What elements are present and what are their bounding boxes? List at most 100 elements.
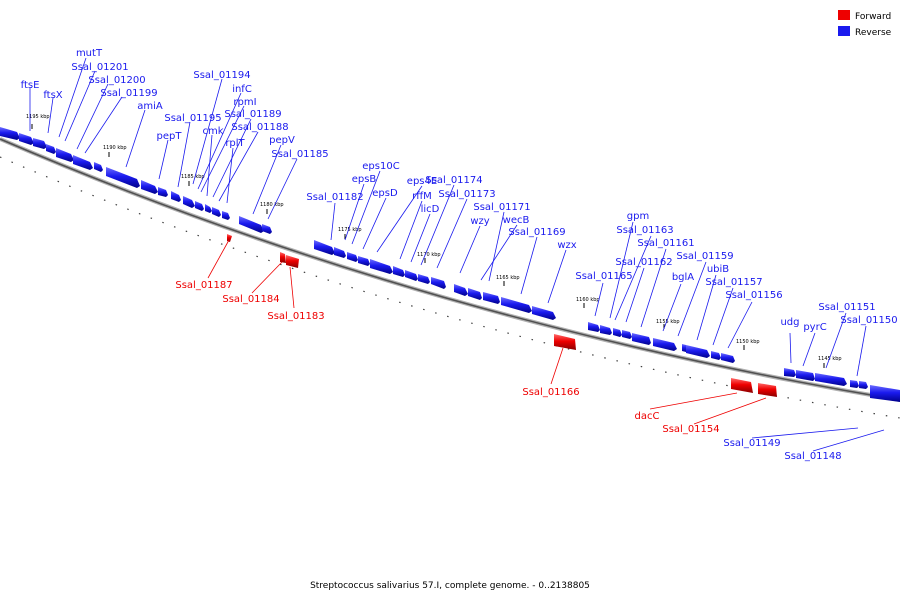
gene-Ssal_01165[interactable] (588, 322, 600, 332)
gene-label[interactable]: Ssal_01182 (306, 192, 363, 203)
gene-wecB[interactable] (468, 288, 482, 300)
gene-label[interactable]: Ssal_01199 (100, 88, 157, 99)
gene-Ssal_01171[interactable] (483, 292, 500, 304)
gene-Ssal_01156[interactable] (721, 353, 735, 363)
gene-label[interactable]: Ssal_01148 (784, 451, 841, 462)
gene-label[interactable]: Ssal_01173 (438, 189, 495, 200)
gene-amiA[interactable] (94, 162, 103, 172)
gene-label[interactable]: Ssal_01163 (616, 225, 673, 236)
gene-epsB[interactable] (347, 252, 358, 262)
gene-ubiB[interactable] (686, 345, 710, 358)
gene-label[interactable]: Ssal_01157 (705, 277, 762, 288)
gene-label[interactable]: pepT (157, 131, 183, 142)
gene-label[interactable]: udg (780, 317, 799, 328)
gene-label[interactable]: Ssal_01183 (267, 311, 324, 322)
gene-label[interactable]: Ssal_01161 (637, 238, 694, 249)
gene-label[interactable]: Ssal_01194 (193, 70, 250, 81)
gene-label[interactable]: ubiB (707, 264, 729, 275)
gene-label[interactable]: Ssal_01174 (425, 175, 482, 186)
gene-label[interactable]: wzx (557, 240, 576, 251)
gene-label[interactable]: eps10C (362, 161, 399, 172)
gene-label[interactable]: mutT (76, 48, 103, 59)
gene-Ssal_01157[interactable] (711, 351, 721, 360)
gene-Ssal_01199[interactable] (73, 155, 93, 170)
gene-ftsE[interactable] (0, 127, 20, 140)
gene-Ssal_01173[interactable] (431, 277, 446, 289)
gene-label[interactable]: Ssal_01169 (508, 227, 565, 238)
gene-label[interactable]: Ssal_01166 (522, 387, 579, 398)
gene-label[interactable]: eps4E (407, 176, 437, 187)
gene-label[interactable]: rpmI (233, 97, 256, 108)
gene-label[interactable]: Ssal_01159 (676, 251, 733, 262)
gene-label[interactable]: Ssal_01187 (175, 280, 232, 291)
gene-label[interactable]: epsB (352, 174, 377, 185)
gene-label[interactable]: Ssal_01195 (164, 113, 221, 124)
gene-label[interactable]: ftsE (21, 80, 40, 91)
gene-label[interactable]: licD (421, 204, 440, 215)
gene-mutT[interactable] (33, 138, 47, 149)
gene-cmk[interactable] (212, 207, 221, 217)
gene-Ssal_01169[interactable] (501, 297, 532, 313)
gene-label[interactable]: Ssal_01201 (71, 62, 128, 73)
gene-label[interactable]: pepV (269, 135, 295, 146)
gene-label[interactable]: gpm (627, 211, 649, 222)
gene-Ssal_01162[interactable] (622, 330, 632, 339)
gene-Ssal_01189[interactable] (222, 211, 230, 220)
gene-wzx[interactable] (532, 306, 556, 320)
gene-label[interactable]: Ssal_01149 (723, 438, 780, 449)
gene-label[interactable]: cmk (202, 126, 223, 137)
gene-label[interactable]: wecB (503, 215, 530, 226)
gene-label[interactable]: Ssal_01156 (725, 290, 782, 301)
gene-label[interactable]: amiA (137, 101, 163, 112)
gene-pepV[interactable] (239, 216, 264, 233)
gene-label[interactable]: Ssal_01188 (231, 122, 288, 133)
gene-label[interactable]: Ssal_01200 (88, 75, 145, 86)
gene-eps10C[interactable] (334, 247, 346, 258)
gene-end[interactable] (870, 385, 900, 402)
gene-label[interactable]: rffM (412, 191, 432, 202)
gene-label[interactable]: dacC (635, 411, 660, 422)
gene-pepT[interactable] (158, 187, 168, 197)
gene-wzy[interactable] (454, 284, 468, 296)
gene-Ssal_01184[interactable] (280, 252, 286, 263)
gene-epsD[interactable] (358, 256, 370, 266)
gene-rplT[interactable] (205, 204, 212, 213)
gene-Ssal_01151[interactable] (815, 373, 847, 386)
gene-Ssal_01185[interactable] (262, 224, 272, 234)
gene-Ssal_01150a[interactable] (850, 380, 859, 388)
gene-udg[interactable] (784, 368, 796, 377)
gene-bglA[interactable] (653, 338, 677, 351)
gene-Ssal_01161[interactable] (632, 333, 651, 345)
gene-licD[interactable] (405, 270, 418, 281)
gene-rpmI[interactable] (195, 201, 204, 211)
gene-Ssal_01150b[interactable] (859, 381, 868, 389)
gene-label[interactable]: ftsX (43, 90, 62, 101)
gene-Ssal_01200[interactable] (56, 148, 74, 162)
gene-Ssal_01159[interactable] (682, 344, 687, 352)
gene-label[interactable]: infC (232, 84, 252, 95)
gene-Ssal_01174[interactable] (418, 274, 430, 284)
gene-label[interactable]: Ssal_01189 (224, 109, 281, 120)
gene-Ssal_01183[interactable] (286, 255, 299, 268)
gene-label[interactable]: epsD (372, 188, 398, 199)
gene-Ssal_01187[interactable] (227, 234, 232, 242)
gene-pyrC[interactable] (796, 370, 815, 381)
gene-label[interactable]: Ssal_01184 (222, 294, 279, 305)
gene-label[interactable]: bglA (672, 272, 694, 283)
gene-label[interactable]: Ssal_01185 (271, 149, 328, 160)
gene-Ssal_01195[interactable] (141, 180, 158, 194)
gene-label[interactable]: Ssal_01150 (840, 315, 897, 326)
gene-label[interactable]: Ssal_01151 (818, 302, 875, 313)
gene-amiA-2[interactable] (106, 167, 140, 188)
gene-label[interactable]: wzy (470, 216, 489, 227)
gene-label[interactable]: rplT (225, 138, 245, 149)
gene-label[interactable]: Ssal_01154 (662, 424, 719, 435)
gene-Ssal_01163[interactable] (613, 328, 622, 337)
gene-rffM[interactable] (393, 266, 405, 277)
gene-label[interactable]: Ssal_01171 (473, 202, 530, 213)
gene-Ssal_01201[interactable] (46, 144, 56, 154)
gene-label[interactable]: pyrC (803, 322, 826, 333)
gene-Ssal_01154[interactable] (758, 383, 777, 397)
gene-Ssal_01194[interactable] (171, 191, 181, 202)
gene-dacC[interactable] (731, 378, 753, 393)
